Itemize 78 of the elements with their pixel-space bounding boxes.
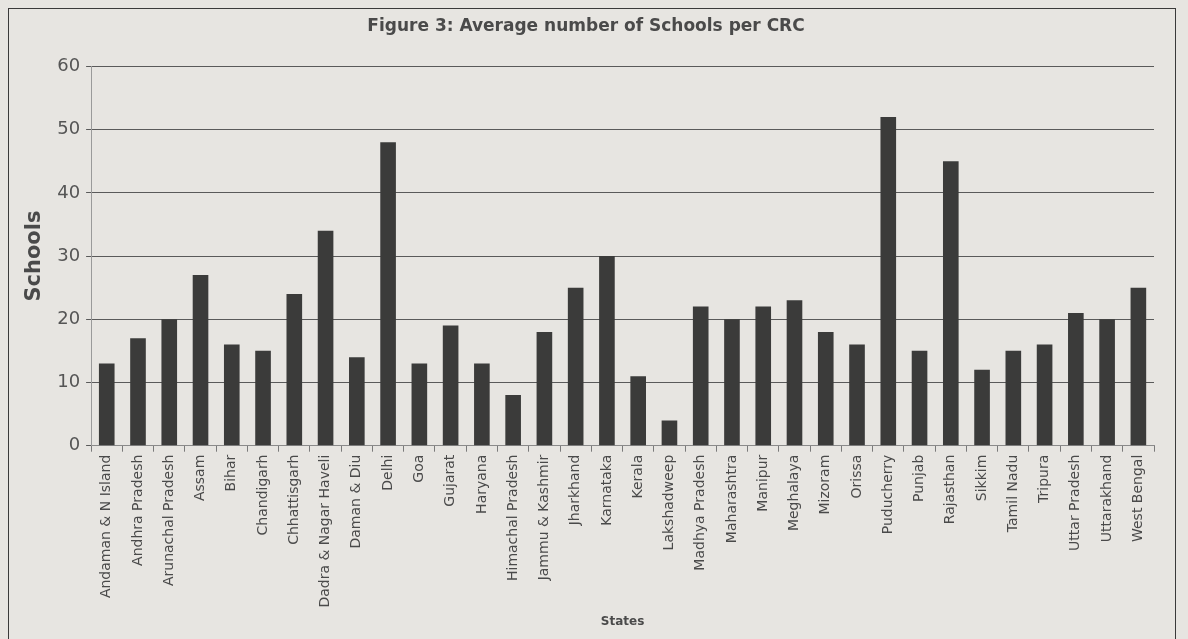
x-tick-label: Bihar <box>222 454 239 492</box>
bar <box>724 319 740 446</box>
bar <box>1068 312 1084 446</box>
x-tick-label: Kerala <box>628 454 645 499</box>
bar <box>974 369 990 446</box>
bar <box>1099 319 1115 446</box>
x-tick-label: Andhra Pradesh <box>128 454 145 566</box>
y-tick-label: 60 <box>57 54 81 76</box>
x-tick-label: Tamil Nadu <box>1003 454 1020 534</box>
y-tick-label: 50 <box>57 117 81 139</box>
y-tick-label: 0 <box>68 433 81 455</box>
y-tick-label: 10 <box>57 370 81 392</box>
bar <box>536 331 553 446</box>
x-tick-label: Jammu & Kashmir <box>535 454 552 582</box>
bar <box>1036 344 1053 446</box>
bar <box>349 357 365 446</box>
x-tick-label: Arunachal Pradesh <box>159 454 176 587</box>
x-tick-label: Lakshadweep <box>660 454 677 551</box>
y-tick-label: 20 <box>57 306 81 328</box>
bar <box>817 331 834 446</box>
x-tick-label: Karnataka <box>597 454 614 526</box>
bar <box>286 293 303 446</box>
x-tick-label: Orissa <box>847 454 864 499</box>
bar <box>505 395 521 446</box>
bar <box>380 142 396 446</box>
chart-title: Figure 3: Average number of Schools per CRC <box>367 14 805 35</box>
x-tick-label: Meghalaya <box>785 454 802 532</box>
x-tick-label: Goa <box>409 454 426 483</box>
bar <box>849 344 865 446</box>
x-tick-label: Delhi <box>378 454 395 491</box>
bar <box>98 363 115 446</box>
x-tick-label: Puducherry <box>878 454 895 535</box>
bar <box>1130 287 1147 446</box>
bar <box>755 306 772 446</box>
x-tick-label: Tripura <box>1035 454 1052 504</box>
x-tick-label: Uttarakhand <box>1097 454 1114 543</box>
bar <box>192 275 209 446</box>
bar <box>474 363 490 446</box>
x-axis-title: States <box>600 613 645 628</box>
x-tick-label: Himachal Pradesh <box>503 454 520 582</box>
bar <box>255 350 271 446</box>
bar <box>161 319 178 446</box>
bar <box>567 287 584 446</box>
x-tick-label: Assam <box>191 454 208 502</box>
x-tick-label: Daman & Diu <box>347 454 364 549</box>
y-tick-label: 30 <box>57 243 81 265</box>
x-tick-label: Haryana <box>472 454 489 514</box>
bar <box>911 350 928 446</box>
bar <box>1005 350 1022 446</box>
x-tick-label: Jharkhand <box>566 454 583 527</box>
x-tick-label: Punjab <box>910 454 927 503</box>
bar <box>630 376 646 446</box>
x-tick-label: West Bengal <box>1129 454 1146 543</box>
x-tick-label: Mizoram <box>816 454 833 515</box>
bar <box>317 230 334 446</box>
y-tick-label: 40 <box>57 180 81 202</box>
bar <box>692 306 709 446</box>
x-tick-label: Manipur <box>753 454 770 512</box>
bar <box>599 256 615 446</box>
x-tick-label: Rajasthan <box>941 454 958 525</box>
bar <box>223 344 240 446</box>
y-axis-title: Schools <box>21 210 46 302</box>
bar <box>130 338 146 446</box>
bar <box>880 116 897 446</box>
x-tick-label: Dadra & Nagar Haveli <box>316 454 333 608</box>
x-tick-label: Andaman & N Island <box>97 454 114 599</box>
x-tick-label: Uttar Pradesh <box>1066 454 1083 551</box>
x-tick-label: Madhya Pradesh <box>691 454 708 571</box>
bar <box>661 420 678 446</box>
bar <box>411 363 428 446</box>
bar <box>442 325 459 446</box>
x-tick-label: Chandigarh <box>253 454 270 536</box>
bar <box>942 161 959 446</box>
x-tick-label: Gujarat <box>441 454 458 507</box>
x-tick-label: Chhattisgarh <box>284 454 301 545</box>
x-tick-label: Maharashtra <box>722 454 739 544</box>
x-tick-label: Sikkim <box>972 454 989 502</box>
bar <box>786 300 803 446</box>
